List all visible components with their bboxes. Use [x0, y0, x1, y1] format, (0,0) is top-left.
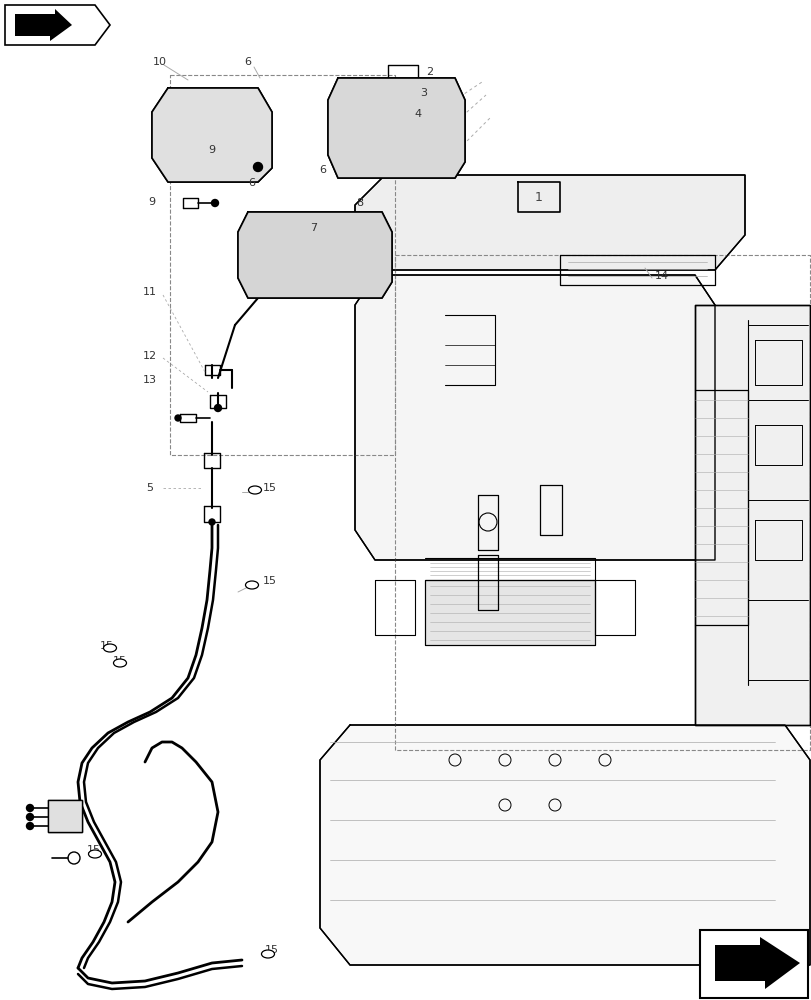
- Text: 10: 10: [152, 57, 167, 67]
- Text: 6: 6: [319, 165, 326, 175]
- Text: 15: 15: [264, 945, 279, 955]
- Polygon shape: [238, 212, 392, 298]
- Text: 9: 9: [148, 197, 156, 207]
- Circle shape: [27, 804, 33, 811]
- Text: 13: 13: [143, 375, 157, 385]
- Text: 11: 11: [143, 287, 157, 297]
- Text: 3: 3: [420, 88, 427, 98]
- Polygon shape: [328, 78, 465, 178]
- Text: 14: 14: [654, 271, 668, 281]
- Text: 7: 7: [310, 223, 317, 233]
- Ellipse shape: [245, 581, 258, 589]
- Text: 2: 2: [426, 67, 433, 77]
- Polygon shape: [694, 305, 809, 725]
- Circle shape: [175, 415, 181, 421]
- Circle shape: [253, 163, 262, 172]
- Ellipse shape: [103, 644, 116, 652]
- Ellipse shape: [88, 850, 101, 858]
- Text: 9: 9: [208, 145, 215, 155]
- Polygon shape: [699, 930, 807, 998]
- Text: 5: 5: [146, 483, 153, 493]
- Ellipse shape: [114, 659, 127, 667]
- Text: 15: 15: [263, 483, 277, 493]
- Text: 12: 12: [143, 351, 157, 361]
- Polygon shape: [424, 580, 594, 645]
- Polygon shape: [152, 88, 272, 182]
- Polygon shape: [354, 175, 744, 270]
- Text: 8: 8: [356, 198, 363, 208]
- Ellipse shape: [261, 950, 274, 958]
- Text: 15: 15: [87, 845, 101, 855]
- Text: 15: 15: [100, 641, 114, 651]
- Circle shape: [214, 404, 221, 412]
- Ellipse shape: [248, 486, 261, 494]
- Polygon shape: [714, 937, 799, 989]
- Polygon shape: [320, 725, 809, 965]
- Text: 6: 6: [244, 57, 251, 67]
- Text: 1: 1: [534, 191, 543, 204]
- Text: 4: 4: [414, 109, 421, 119]
- Circle shape: [27, 822, 33, 829]
- Text: 6: 6: [248, 178, 255, 188]
- Polygon shape: [15, 9, 72, 41]
- Text: 15: 15: [263, 576, 277, 586]
- Circle shape: [211, 200, 218, 207]
- Text: 15: 15: [113, 656, 127, 666]
- Polygon shape: [5, 5, 109, 45]
- Circle shape: [208, 519, 215, 525]
- Polygon shape: [354, 275, 714, 560]
- Circle shape: [27, 813, 33, 820]
- Polygon shape: [48, 800, 82, 832]
